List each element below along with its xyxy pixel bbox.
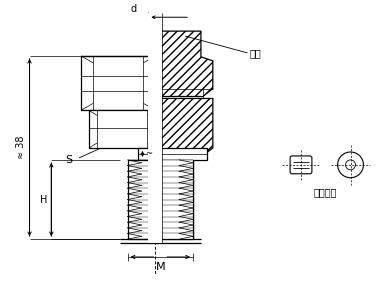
Text: 卡套: 卡套 xyxy=(249,48,261,58)
Text: ≈ 38: ≈ 38 xyxy=(16,136,26,159)
Circle shape xyxy=(338,152,364,178)
Polygon shape xyxy=(155,98,213,154)
Text: H: H xyxy=(40,195,47,205)
Bar xyxy=(149,13,162,243)
Text: M: M xyxy=(156,262,165,272)
Polygon shape xyxy=(155,31,213,97)
Bar xyxy=(81,56,155,110)
Text: S: S xyxy=(66,155,73,165)
FancyBboxPatch shape xyxy=(290,156,312,174)
Text: ~: ~ xyxy=(146,150,152,158)
Text: 可動卡套: 可動卡套 xyxy=(314,188,338,198)
Text: d: d xyxy=(130,4,137,14)
Bar xyxy=(128,160,193,239)
Polygon shape xyxy=(155,160,193,239)
Bar xyxy=(137,148,207,160)
Bar xyxy=(89,110,155,148)
